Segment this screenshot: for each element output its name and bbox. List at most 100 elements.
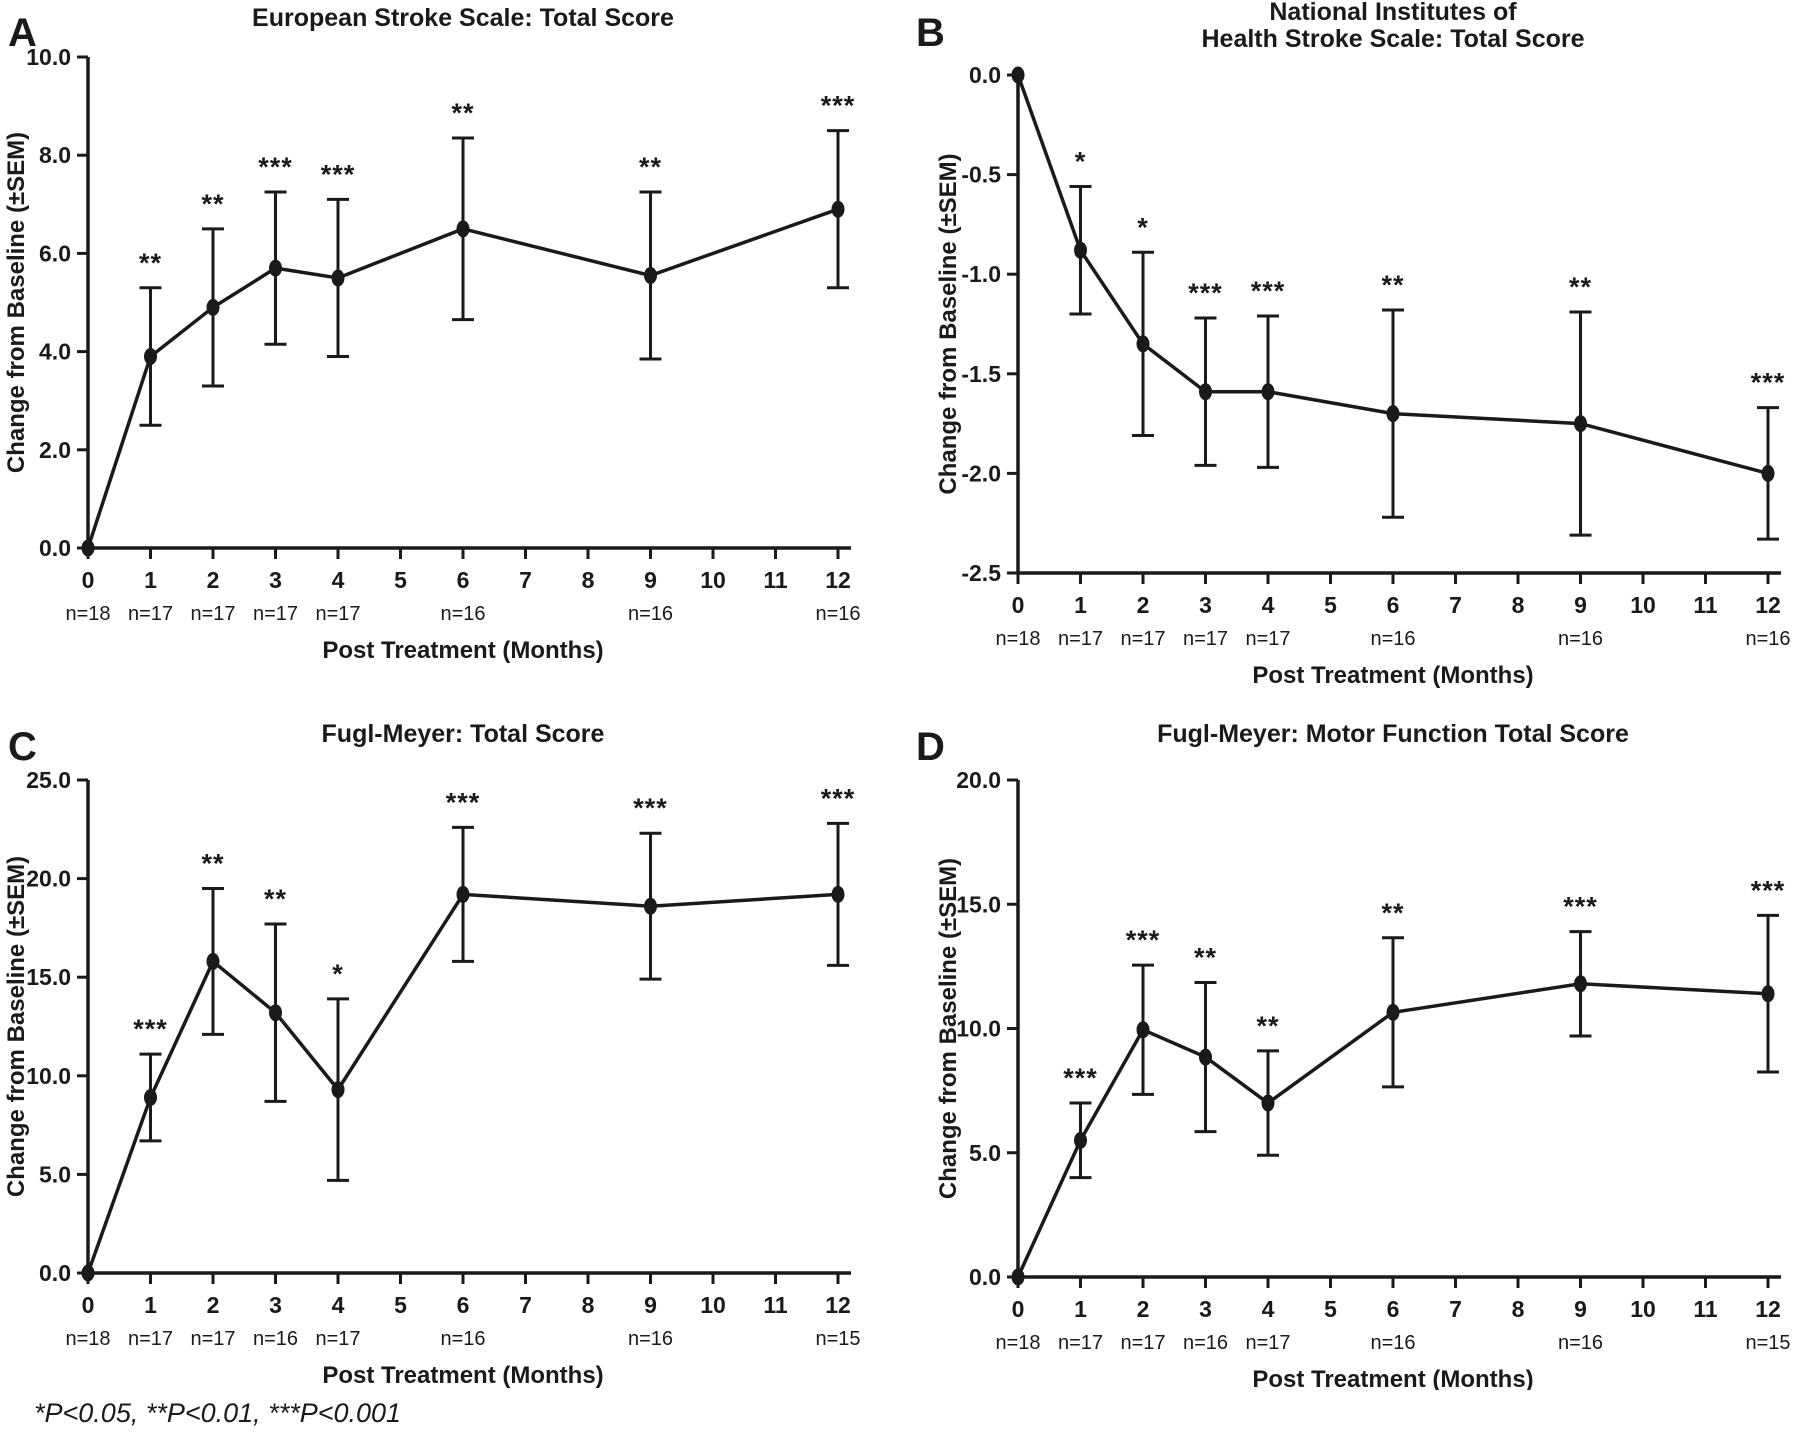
n-count-label: n=17 (315, 603, 360, 625)
n-count-label: n=18 (995, 628, 1040, 650)
x-tick-label: 12 (1755, 592, 1781, 618)
x-tick-label: 12 (825, 567, 851, 593)
n-count-label: n=16 (440, 1328, 485, 1350)
significance-stars: *** (1063, 1063, 1098, 1093)
n-count-label: n=17 (315, 1328, 360, 1350)
n-count-label: n=17 (1245, 628, 1290, 650)
series-line (86, 892, 839, 1274)
x-tick-label: 12 (1755, 1296, 1781, 1322)
y-tick-label: 8.0 (39, 142, 71, 168)
significance-footnote: *P<0.05, **P<0.01, ***P<0.001 (34, 1398, 402, 1428)
n-count-label: n=16 (628, 603, 673, 625)
data-point (1574, 975, 1587, 993)
data-point (1199, 383, 1212, 401)
data-point (1136, 335, 1150, 353)
y-tick-label: 6.0 (39, 240, 71, 266)
data-point (456, 220, 470, 238)
y-tick-label: 20.0 (26, 866, 71, 892)
x-tick-label: 7 (519, 1292, 532, 1318)
panel-letter: A (8, 11, 37, 55)
y-tick-label: 10.0 (26, 44, 71, 70)
series-line (1016, 982, 1769, 1278)
x-axis-title: Post Treatment (Months) (322, 637, 603, 664)
x-axis-title: Post Treatment (Months) (1252, 662, 1533, 689)
n-count-label: n=16 (1370, 628, 1415, 650)
n-count-label: n=16 (1558, 1332, 1603, 1354)
significance-stars: ** (1381, 270, 1404, 300)
significance-stars: *** (1126, 925, 1161, 955)
significance-stars: *** (821, 783, 856, 813)
x-tick-label: 10 (700, 1292, 726, 1318)
x-tick-label: 0 (1012, 592, 1025, 618)
n-count-label: n=17 (128, 603, 173, 625)
data-point (269, 1004, 282, 1022)
significance-stars: ** (1194, 943, 1217, 973)
data-point (1761, 985, 1775, 1003)
y-tick-label: -0.5 (961, 162, 1001, 188)
y-tick-label: -2.0 (961, 460, 1001, 486)
x-tick-label: 5 (1324, 592, 1337, 618)
data-point (206, 952, 220, 970)
data-point (456, 885, 470, 903)
y-tick-label: 0.0 (969, 62, 1001, 88)
y-axis-title: Change from Baseline (±SEM) (3, 132, 30, 473)
x-tick-label: 7 (1449, 592, 1462, 618)
data-point (1074, 1131, 1087, 1149)
significance-stars: *** (1188, 278, 1223, 308)
x-tick-label: 8 (582, 1292, 595, 1318)
significance-stars: *** (1563, 892, 1598, 922)
x-tick-label: 4 (332, 1292, 345, 1318)
x-tick-label: 10 (1630, 1296, 1656, 1322)
significance-stars: ** (201, 848, 224, 878)
x-tick-label: 11 (763, 567, 788, 593)
significance-stars: *** (321, 159, 356, 189)
data-point (1386, 405, 1400, 423)
x-tick-label: 9 (1574, 592, 1587, 618)
n-count-label: n=16 (440, 603, 485, 625)
chart-title: European Stroke Scale: Total Score (252, 4, 674, 32)
x-tick-label: 1 (1074, 592, 1087, 618)
y-tick-label: 10.0 (956, 1016, 1001, 1042)
panel-letter: C (8, 725, 37, 769)
n-count-label: n=18 (65, 603, 110, 625)
n-count-label: n=17 (1245, 1332, 1290, 1354)
n-count-label: n=15 (815, 1328, 860, 1350)
significance-stars: *** (1751, 875, 1786, 905)
data-point (831, 200, 845, 218)
significance-stars: ** (1256, 1011, 1279, 1041)
chart-title: National Institutes of (1269, 0, 1517, 26)
n-count-label: n=17 (128, 1328, 173, 1350)
significance-stars: *** (1251, 276, 1286, 306)
y-tick-label: 0.0 (969, 1264, 1001, 1290)
significance-stars: ** (1569, 272, 1592, 302)
n-count-label: n=17 (1058, 1332, 1103, 1354)
n-count-label: n=18 (995, 1332, 1040, 1354)
data-point (1761, 464, 1775, 482)
n-count-label: n=16 (253, 1328, 298, 1350)
y-tick-label: -1.0 (961, 261, 1001, 287)
y-tick-label: 25.0 (26, 767, 71, 793)
y-tick-label: 15.0 (26, 964, 71, 990)
x-tick-label: 7 (1449, 1296, 1462, 1322)
significance-stars: *** (821, 91, 856, 121)
x-tick-label: 3 (1199, 592, 1212, 618)
chart-title: Fugl-Meyer: Total Score (322, 720, 605, 748)
x-axis-title: Post Treatment (Months) (322, 1362, 603, 1389)
significance-stars: *** (1751, 368, 1786, 398)
data-point (1199, 1048, 1212, 1066)
x-tick-label: 5 (394, 567, 407, 593)
x-tick-label: 12 (825, 1292, 851, 1318)
y-tick-label: 5.0 (39, 1161, 71, 1187)
x-tick-label: 2 (1137, 592, 1150, 618)
n-count-label: n=17 (190, 1328, 235, 1350)
x-tick-label: 2 (1137, 1296, 1150, 1322)
data-point (331, 1081, 345, 1099)
chart-panel-d: D Fugl-Meyer: Motor Function Total Score 0… (916, 720, 1791, 1390)
x-tick-label: 1 (144, 567, 157, 593)
x-axis-title: Post Treatment (Months) (1252, 1366, 1533, 1390)
y-axis-title: Change from Baseline (±SEM) (3, 856, 30, 1197)
x-tick-label: 8 (1512, 1296, 1525, 1322)
x-tick-label: 4 (1262, 1296, 1275, 1322)
y-axis-title: Change from Baseline (±SEM) (935, 858, 962, 1199)
